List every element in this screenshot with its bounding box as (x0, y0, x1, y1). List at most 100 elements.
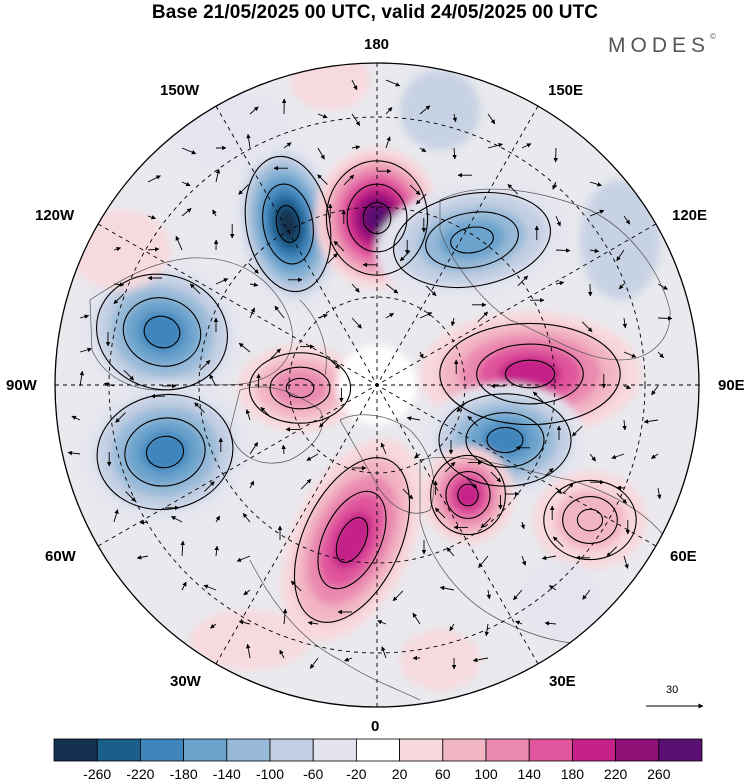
contour-line (450, 226, 494, 254)
anomaly-weak (190, 610, 310, 670)
wind-arrow (419, 312, 433, 319)
wind-arrow (484, 623, 490, 637)
wind-arrow (419, 105, 431, 115)
lon-label-0: 0 (371, 718, 380, 735)
wind-arrow (175, 235, 183, 251)
wind-arrow (582, 589, 591, 600)
wind-arrow (477, 311, 489, 323)
wind-arrow (181, 147, 197, 155)
contour-line (425, 211, 519, 269)
colorbar-swatch (96, 738, 141, 762)
wind-arrow (657, 351, 664, 359)
wind-arrow (71, 415, 81, 421)
anomaly-weak (400, 70, 480, 150)
wind-arrow (113, 282, 125, 287)
wind-arrow (181, 208, 192, 217)
wind-arrow (238, 342, 251, 353)
contour-ring (244, 155, 332, 293)
wind-arrow (657, 283, 668, 290)
wind-arrow (351, 113, 361, 127)
wind-arrow (589, 248, 600, 254)
wind-arrow (215, 515, 221, 523)
wind-arrow (113, 246, 122, 252)
wind-arrow (385, 283, 399, 294)
reference-vector-label: 30 (666, 684, 679, 696)
wind-arrow (214, 545, 219, 557)
coastline (339, 414, 435, 514)
wind-arrow (79, 347, 92, 353)
wind-arrow (622, 419, 627, 431)
wind-arrow (521, 143, 532, 149)
anomaly-positive (419, 311, 641, 437)
wind-arrow (589, 209, 605, 217)
lon-label-150w: 150W (160, 82, 200, 99)
wind-arrow (589, 181, 602, 187)
wind-arrow (249, 441, 259, 455)
anomaly-level (276, 206, 300, 242)
brand-text: MODES (608, 34, 711, 57)
wind-arrow (317, 113, 328, 119)
coastline (299, 299, 327, 376)
wind-arrow (351, 317, 362, 329)
wind-arrow (238, 184, 249, 195)
colorbar-tick-label: -140 (212, 766, 241, 782)
wind-arrow (236, 555, 251, 562)
wind-arrow (555, 215, 561, 227)
wind-arrow (79, 314, 90, 319)
wind-arrow (283, 142, 292, 149)
wind-arrow (381, 646, 387, 659)
contour-ring (439, 322, 621, 426)
wind-arrow (656, 487, 662, 500)
wind-arrow (434, 507, 446, 519)
colorbar-tick-label: 100 (474, 766, 498, 782)
wind-arrow (555, 280, 565, 286)
anomaly-level (331, 511, 373, 569)
wind-arrow (249, 282, 259, 287)
colorbar-tick-label: 220 (603, 766, 628, 782)
wind-arrow (181, 581, 187, 591)
wind-arrow (136, 555, 149, 560)
contour-line (269, 366, 331, 410)
wind-arrow (307, 620, 319, 626)
wind-arrow (571, 425, 583, 437)
wind-arrow (419, 351, 424, 359)
contour-line (96, 273, 228, 391)
wind-arrow (215, 168, 221, 183)
coastline (439, 188, 671, 361)
wind-arrow (513, 589, 523, 601)
colorbar (53, 738, 703, 762)
contour-line (562, 496, 618, 544)
wind-arrow (139, 520, 149, 525)
wind-arrow (115, 412, 126, 423)
wind-arrow (480, 517, 492, 529)
lon-label-30e: 30E (549, 673, 576, 690)
wind-arrow (409, 184, 421, 196)
anomaly-positive (422, 446, 514, 544)
wind-arrow (189, 283, 201, 295)
wind-arrow (281, 444, 286, 455)
colorbar-swatch (442, 738, 487, 762)
wind-arrow (553, 536, 564, 548)
lon-label-90e: 90E (718, 377, 745, 394)
coastline (89, 257, 293, 391)
colorbar-swatch (183, 738, 228, 762)
contour-ring (96, 273, 228, 391)
wind-arrow (333, 240, 345, 252)
wind-arrow (309, 657, 319, 669)
contour-line (275, 205, 301, 243)
wind-arrow (412, 612, 421, 625)
wind-arrow (212, 209, 217, 217)
wind-arrow (125, 491, 136, 502)
anomaly-field (70, 63, 660, 690)
colorbar-swatch (615, 738, 660, 762)
wind-arrow (194, 402, 205, 413)
wind-arrow (328, 358, 340, 369)
wind-arrow (385, 312, 394, 319)
wind-arrow (532, 391, 544, 403)
wind-arrow (490, 471, 502, 483)
coastline (229, 386, 323, 464)
wind-arrow (616, 492, 627, 504)
wind-arrow (623, 555, 629, 569)
wind-arrow (147, 175, 161, 183)
wind-arrow (425, 285, 437, 297)
